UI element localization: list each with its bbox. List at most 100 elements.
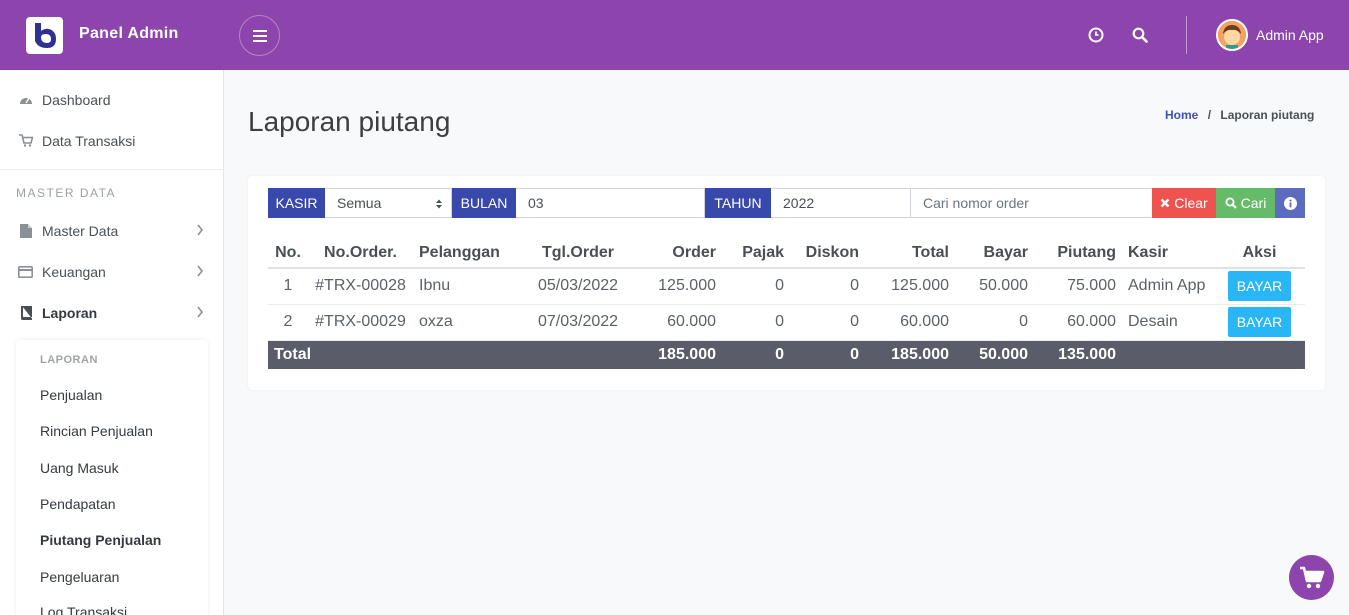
breadcrumb-current: Laporan piutang [1220, 108, 1315, 122]
column-header: Total [865, 238, 955, 269]
total-label: Total [268, 340, 628, 369]
card-icon [18, 265, 33, 279]
submenu-item-piutang-penjualan[interactable]: Piutang Penjualan [40, 532, 162, 548]
cell-total: 125.000 [865, 268, 955, 305]
brand-name[interactable]: Panel Admin [79, 25, 179, 42]
top-navbar: Panel Admin Admin App [0, 0, 1349, 70]
cell-order: 60.000 [628, 304, 722, 341]
submenu-title: LAPORAN [40, 354, 98, 366]
sidebar-item-laporan[interactable]: Laporan [0, 292, 224, 333]
breadcrumb-home[interactable]: Home [1165, 108, 1199, 122]
tahun-input[interactable]: 2022 [771, 188, 911, 218]
sidebar-item-label: Dashboard [42, 91, 111, 108]
submenu-item-pengeluaran[interactable]: Pengeluaran [40, 569, 120, 585]
cart-icon [1299, 566, 1324, 588]
cell-piutang: 60.000 [1034, 304, 1122, 341]
filter-bar: KASIR Semua BULAN 03 TAHUN 2022 Cari nom… [268, 188, 1305, 218]
table-row: 1 #TRX-00028 Ibnu 05/03/2022 125.000 0 0… [268, 268, 1305, 305]
select-arrows-icon [436, 199, 442, 209]
cell-order: 125.000 [628, 268, 722, 305]
cari-button-label: Cari [1240, 195, 1267, 211]
cell-kasir: Desain [1122, 304, 1214, 341]
cell-aksi: BAYAR [1214, 304, 1305, 341]
user-name[interactable]: Admin App [1256, 27, 1324, 43]
cell-tgl-order: 05/03/2022 [528, 268, 628, 305]
page-title: Laporan piutang [248, 106, 451, 137]
bayar-button[interactable]: BAYAR [1227, 307, 1292, 337]
cell-pelanggan: oxza [413, 304, 528, 341]
brand-logo[interactable] [26, 17, 63, 54]
logo-icon [35, 23, 56, 48]
table-total-row: Total 185.000 0 0 185.000 50.000 135.000 [268, 340, 1305, 369]
piutang-table: No. No.Order. Pelanggan Tgl.Order Order … [268, 238, 1305, 369]
floating-cart-button[interactable] [1289, 555, 1334, 600]
clock-icon [1088, 27, 1104, 43]
column-header: Pajak [722, 238, 790, 269]
column-header: No. [268, 238, 308, 269]
submenu-item-pendapatan[interactable]: Pendapatan [40, 496, 116, 512]
total-empty-cell [1122, 340, 1214, 369]
cell-pajak: 0 [722, 304, 790, 341]
submenu-item-rincian-penjualan[interactable]: Rincian Penjualan [40, 423, 153, 439]
history-button[interactable] [1086, 25, 1106, 45]
breadcrumb-separator: / [1207, 108, 1212, 122]
report-card: KASIR Semua BULAN 03 TAHUN 2022 Cari nom… [248, 176, 1325, 390]
cell-piutang: 75.000 [1034, 268, 1122, 305]
table-header-row: No. No.Order. Pelanggan Tgl.Order Order … [268, 238, 1305, 269]
search-icon [1132, 27, 1148, 43]
clear-button[interactable]: Clear [1152, 188, 1216, 218]
submenu-item-penjualan[interactable]: Penjualan [40, 387, 103, 403]
column-header: Order [628, 238, 722, 269]
file-icon [18, 223, 33, 238]
cari-button[interactable]: Cari [1216, 188, 1275, 218]
cell-order-no: #TRX-00029 [308, 304, 413, 341]
table-row: 2 #TRX-00029 oxza 07/03/2022 60.000 0 0 … [268, 304, 1305, 341]
kasir-label: KASIR [268, 188, 325, 218]
total-bayar: 50.000 [955, 340, 1034, 369]
search-button[interactable] [1130, 25, 1150, 45]
sidebar-item-keuangan[interactable]: Keuangan [0, 251, 224, 292]
submenu-item-log-transaksi[interactable]: Log Transaksi [40, 604, 128, 615]
user-avatar[interactable] [1216, 19, 1248, 51]
cell-tgl-order: 07/03/2022 [528, 304, 628, 341]
sidebar-divider [0, 169, 224, 170]
sidebar-item-dashboard[interactable]: Dashboard [0, 79, 224, 120]
column-header: Piutang [1034, 238, 1122, 269]
sidebar-item-label: Data Transaksi [42, 132, 136, 149]
tahun-label: TAHUN [705, 188, 771, 218]
sidebar-item-label: Laporan [42, 304, 98, 321]
book-icon [18, 305, 33, 320]
header-divider [1186, 16, 1187, 54]
menu-icon [252, 29, 267, 42]
avatar-icon [1218, 21, 1246, 49]
sidebar-item-label: Master Data [42, 222, 119, 239]
menu-toggle-button[interactable] [239, 15, 280, 56]
bulan-input[interactable]: 03 [516, 188, 705, 218]
cell-bayar: 50.000 [955, 268, 1034, 305]
column-header: Kasir [1122, 238, 1214, 269]
cell-aksi: BAYAR [1214, 268, 1305, 305]
column-header: Tgl.Order [528, 238, 628, 269]
search-icon [1225, 197, 1237, 209]
sidebar-item-master-data[interactable]: Master Data [0, 210, 224, 251]
sidebar-item-data-transaksi[interactable]: Data Transaksi [0, 120, 224, 161]
chevron-right-icon [197, 306, 204, 318]
cell-diskon: 0 [790, 268, 865, 305]
info-icon [1283, 196, 1297, 210]
breadcrumb: Home / Laporan piutang [1165, 108, 1314, 122]
close-icon [1160, 198, 1170, 208]
search-order-input[interactable]: Cari nomor order [910, 188, 1153, 218]
cell-no: 1 [268, 268, 308, 305]
total-pajak: 0 [722, 340, 790, 369]
total-order: 185.000 [628, 340, 722, 369]
cell-kasir: Admin App [1122, 268, 1214, 305]
bayar-button[interactable]: BAYAR [1227, 271, 1292, 302]
kasir-select[interactable]: Semua [325, 188, 452, 218]
info-button[interactable] [1275, 188, 1305, 218]
kasir-select-value: Semua [337, 195, 382, 211]
cell-pajak: 0 [722, 268, 790, 305]
submenu-item-uang-masuk[interactable]: Uang Masuk [40, 460, 119, 476]
total-empty-cell [1214, 340, 1305, 369]
cart-icon [18, 134, 33, 148]
sidebar-item-label: Keuangan [42, 263, 106, 280]
